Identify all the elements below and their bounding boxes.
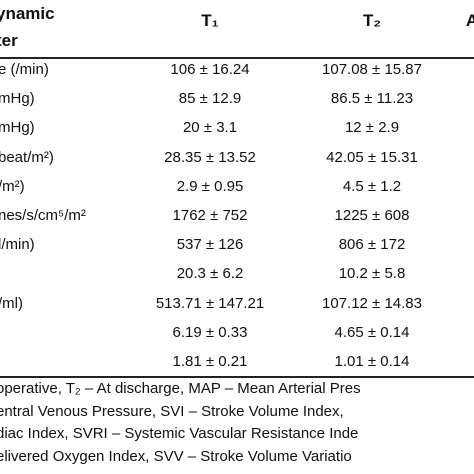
cell: 2.9 ± 0.95 <box>176 177 244 195</box>
footnote: elivered Oxygen Index, SVV – Stroke Volu… <box>0 447 352 465</box>
cell: 4.5 ± 1.2 <box>342 177 402 195</box>
row-label: nes/s/cm⁵/m² <box>0 207 86 224</box>
row-label: /m²) <box>0 177 25 195</box>
row-label: mHg) <box>0 119 35 137</box>
cell: 85 ± 12.9 <box>178 90 242 108</box>
cell: 86.5 ± 11.23 <box>330 90 414 108</box>
header-parameter: ynamic <box>0 4 55 23</box>
cell: 1.81 ± 0.21 <box>172 353 248 370</box>
header-parameter: ter <box>0 31 18 50</box>
cell: 107.12 ± 14.83 <box>322 294 422 312</box>
column-header: T₁ <box>201 11 219 30</box>
row-label: mHg) <box>0 90 35 108</box>
row-label: /ml) <box>0 294 23 312</box>
cell: 1762 ± 752 <box>172 207 248 224</box>
cell: 513.71 ± 147.21 <box>155 294 265 312</box>
table-rule <box>0 376 474 378</box>
row-label: e (/min) <box>0 61 49 78</box>
cell: 4.65 ± 0.14 <box>334 323 410 341</box>
footnote: diac Index, SVRI – Systemic Vascular Res… <box>0 425 359 442</box>
cell: 1.01 ± 0.14 <box>334 353 410 370</box>
column-header: T₂ <box>363 11 381 30</box>
cell: 42.05 ± 15.31 <box>326 148 418 166</box>
cell: 537 ± 126 <box>176 236 244 254</box>
cell: 806 ± 172 <box>338 236 406 254</box>
row-label: l/min) <box>0 236 35 254</box>
cell: 28.35 ± 13.52 <box>164 148 256 166</box>
cell: 107.08 ± 15.87 <box>322 61 422 78</box>
cell: 12 ± 2.9 <box>344 119 400 137</box>
column-header: A <box>465 11 474 30</box>
cell: 10.2 ± 5.8 <box>338 265 406 283</box>
cell: 20.3 ± 6.2 <box>176 265 244 283</box>
footnote: entral Venous Pressure, SVI – Stroke Vol… <box>0 402 344 420</box>
cell: 106 ± 16.24 <box>170 61 250 78</box>
cell: 1225 ± 608 <box>334 207 410 224</box>
row-label: beat/m²) <box>0 148 54 166</box>
footnote: operative, T₂ – At discharge, MAP – Mean… <box>0 380 361 397</box>
cell: 20 ± 3.1 <box>182 119 238 137</box>
header-rule <box>0 57 474 59</box>
cell: 6.19 ± 0.33 <box>172 323 248 341</box>
